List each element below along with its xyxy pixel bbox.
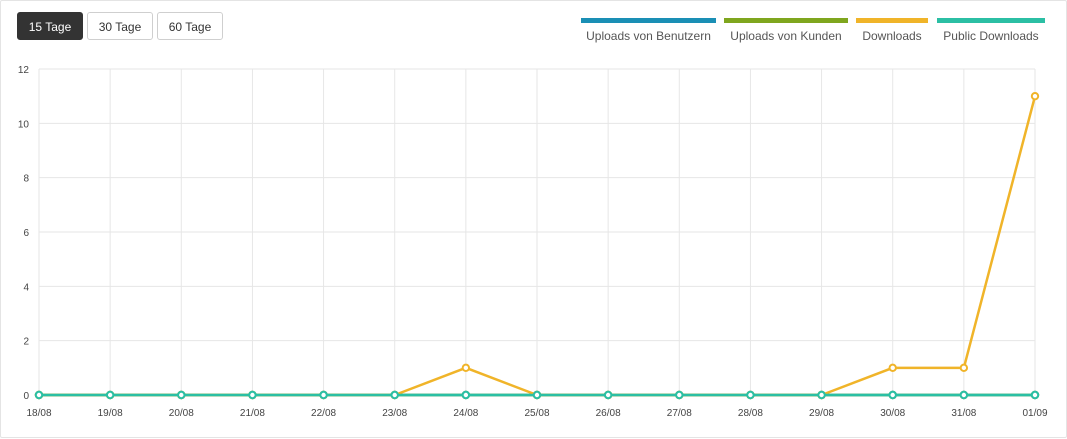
legend-swatch <box>724 18 848 23</box>
legend-label: Uploads von Kunden <box>730 29 842 43</box>
data-point[interactable] <box>461 363 471 373</box>
range-selector: 15 Tage 30 Tage 60 Tage <box>17 12 223 40</box>
data-point[interactable] <box>532 390 542 400</box>
legend-item-uploads-kunden[interactable]: Uploads von Kunden <box>724 18 848 43</box>
data-point[interactable] <box>34 390 44 400</box>
range-30-days-button[interactable]: 30 Tage <box>87 12 153 40</box>
x-tick-label: 31/08 <box>951 408 976 419</box>
legend-item-uploads-benutzern[interactable]: Uploads von Benutzern <box>581 18 716 43</box>
x-tick-label: 24/08 <box>453 408 478 419</box>
data-point[interactable] <box>888 390 897 400</box>
series-lines <box>34 91 1040 400</box>
legend-swatch <box>856 18 928 23</box>
legend-label: Public Downloads <box>943 29 1039 43</box>
range-60-days-button[interactable]: 60 Tage <box>157 12 223 40</box>
y-tick-label: 6 <box>23 228 29 239</box>
grid <box>38 68 1036 396</box>
data-point[interactable] <box>1030 91 1040 101</box>
data-point[interactable] <box>1030 390 1040 400</box>
legend-label: Uploads von Benutzern <box>586 29 711 43</box>
x-tick-label: 21/08 <box>240 408 265 419</box>
legend-swatch <box>937 18 1045 23</box>
legend-item-downloads[interactable]: Downloads <box>856 18 928 43</box>
axis-ticks: 0 2 4 6 8 10 12 18/08 19/08 20/08 21/08 22/08 23/08 2… <box>18 65 1048 419</box>
data-point[interactable] <box>603 390 613 400</box>
x-tick-label: 18/08 <box>26 408 51 419</box>
x-tick-label: 20/08 <box>169 408 194 419</box>
y-tick-label: 12 <box>18 65 30 76</box>
x-tick-label: 29/08 <box>809 408 834 419</box>
y-tick-label: 10 <box>18 119 30 130</box>
y-tick-label: 0 <box>23 391 29 402</box>
legend-item-public-downloads[interactable]: Public Downloads <box>937 18 1045 43</box>
data-point[interactable] <box>105 390 115 400</box>
data-point[interactable] <box>177 390 186 400</box>
y-tick-label: 2 <box>23 337 29 348</box>
series-3 <box>34 390 1040 400</box>
x-tick-label: 22/08 <box>311 408 336 419</box>
data-point[interactable] <box>675 390 684 400</box>
y-tick-label: 8 <box>23 174 29 185</box>
data-point[interactable] <box>746 390 755 400</box>
x-tick-label: 30/08 <box>880 408 905 419</box>
x-tick-label: 23/08 <box>382 408 407 419</box>
data-point[interactable] <box>959 390 969 400</box>
legend-label: Downloads <box>862 29 922 43</box>
data-point[interactable] <box>817 390 826 400</box>
legend-swatch <box>581 18 716 23</box>
x-tick-label: 25/08 <box>524 408 549 419</box>
chart-legend: Uploads von Benutzern Uploads von Kunden… <box>1 18 1067 48</box>
x-tick-label: 27/08 <box>667 408 692 419</box>
data-point[interactable] <box>461 390 471 400</box>
data-point[interactable] <box>319 390 328 400</box>
x-tick-label: 19/08 <box>98 408 123 419</box>
range-15-days-button[interactable]: 15 Tage <box>17 12 83 40</box>
data-point[interactable] <box>248 390 257 400</box>
data-point[interactable] <box>888 363 897 373</box>
x-tick-label: 28/08 <box>738 408 763 419</box>
x-tick-label: 26/08 <box>596 408 621 419</box>
data-point[interactable] <box>959 363 969 373</box>
y-tick-label: 4 <box>23 282 29 293</box>
data-point[interactable] <box>390 390 399 400</box>
x-tick-label: 01/09 <box>1022 408 1047 419</box>
